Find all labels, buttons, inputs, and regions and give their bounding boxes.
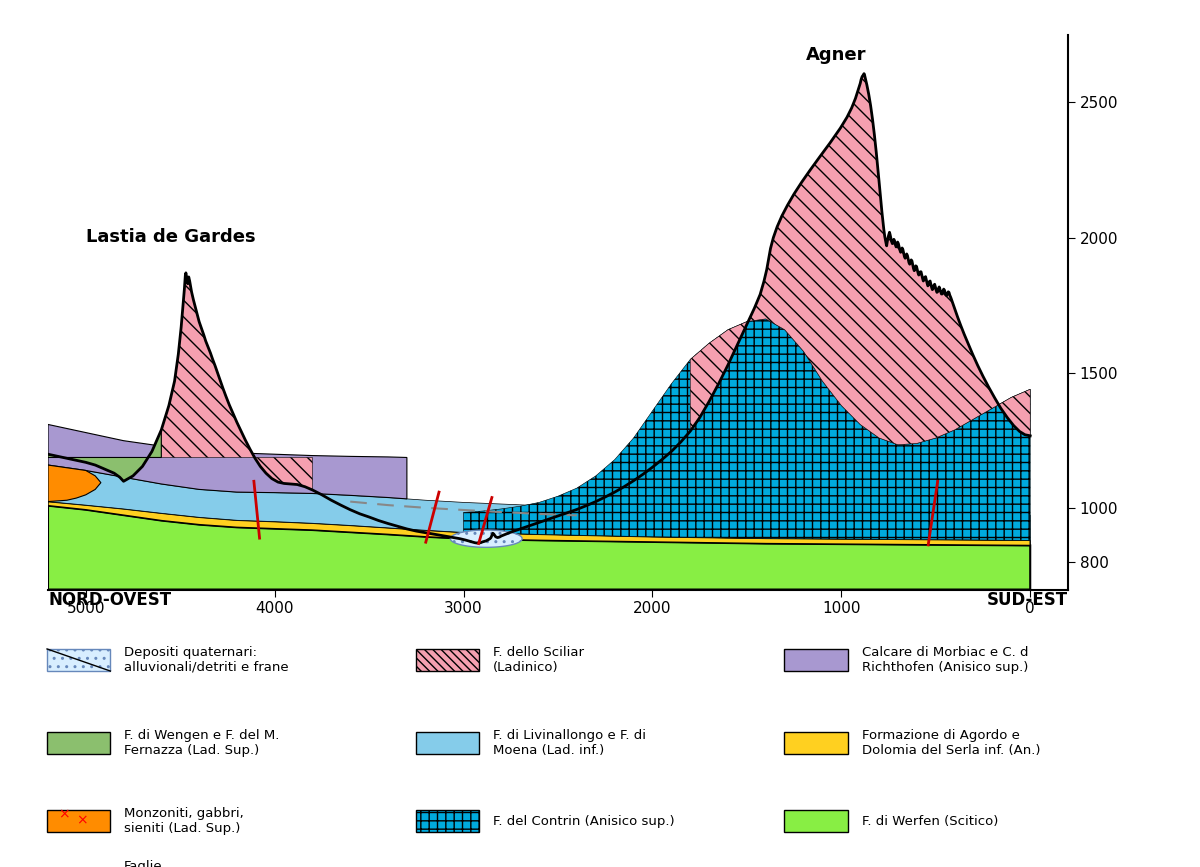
FancyBboxPatch shape xyxy=(785,810,847,832)
Text: F. di Livinallongo e F. di
Moena (Lad. inf.): F. di Livinallongo e F. di Moena (Lad. i… xyxy=(493,729,646,757)
Text: SUD-EST: SUD-EST xyxy=(986,591,1068,609)
FancyBboxPatch shape xyxy=(785,732,847,754)
Polygon shape xyxy=(48,502,1031,545)
Text: F. dello Sciliar
(Ladinico): F. dello Sciliar (Ladinico) xyxy=(493,646,584,674)
Polygon shape xyxy=(48,465,1031,540)
Polygon shape xyxy=(48,425,407,499)
Text: NORD-OVEST: NORD-OVEST xyxy=(48,591,172,609)
FancyBboxPatch shape xyxy=(785,649,847,671)
FancyBboxPatch shape xyxy=(47,810,110,832)
Text: Monzoniti, gabbri,
sieniti (Lad. Sup.): Monzoniti, gabbri, sieniti (Lad. Sup.) xyxy=(125,807,244,835)
Text: ×: × xyxy=(76,813,88,827)
Text: Calcare di Morbiac e C. d
Richthofen (Anisico sup.): Calcare di Morbiac e C. d Richthofen (An… xyxy=(862,646,1028,674)
FancyBboxPatch shape xyxy=(415,649,479,671)
Text: Lastia de Gardes: Lastia de Gardes xyxy=(86,228,256,246)
FancyBboxPatch shape xyxy=(47,732,110,754)
Polygon shape xyxy=(48,430,161,481)
FancyBboxPatch shape xyxy=(415,732,479,754)
Polygon shape xyxy=(463,319,1031,540)
Polygon shape xyxy=(48,505,1031,590)
Text: Depositi quaternari:
alluvionali/detriti e frane: Depositi quaternari: alluvionali/detriti… xyxy=(125,646,289,674)
Text: Agner: Agner xyxy=(805,47,866,64)
Polygon shape xyxy=(450,530,522,547)
Text: F. del Contrin (Anisico sup.): F. del Contrin (Anisico sup.) xyxy=(493,815,674,828)
Text: Faglie: Faglie xyxy=(125,860,163,867)
Text: F. di Wengen e F. del M.
Fernazza (Lad. Sup.): F. di Wengen e F. del M. Fernazza (Lad. … xyxy=(125,729,280,757)
Text: Formazione di Agordo e
Dolomia del Serla inf. (An.): Formazione di Agordo e Dolomia del Serla… xyxy=(862,729,1040,757)
FancyBboxPatch shape xyxy=(47,649,110,671)
Text: F. di Werfen (Scitico): F. di Werfen (Scitico) xyxy=(862,815,998,828)
Polygon shape xyxy=(690,74,1031,445)
Text: ×: × xyxy=(59,807,70,821)
FancyBboxPatch shape xyxy=(415,810,479,832)
Polygon shape xyxy=(48,273,312,490)
Polygon shape xyxy=(48,465,101,502)
